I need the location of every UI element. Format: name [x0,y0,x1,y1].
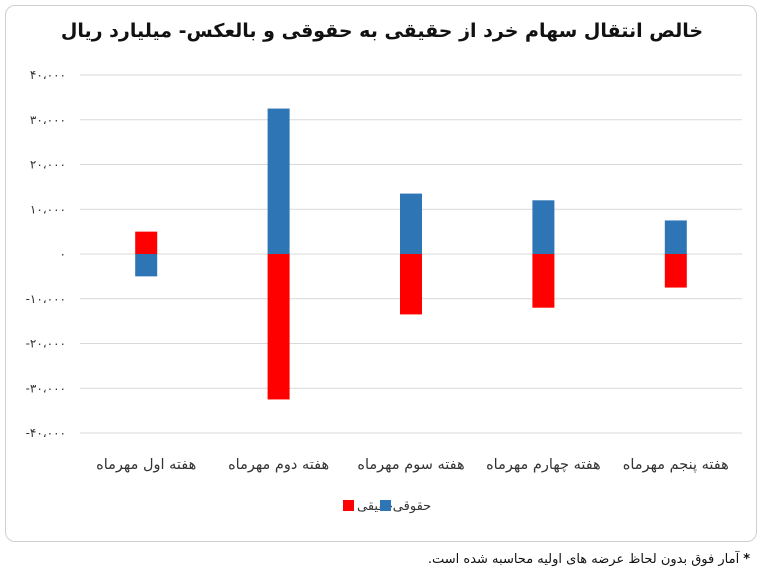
footnote-text: آمار فوق بدون لحاظ عرضه های اولیه محاسبه… [427,552,740,567]
bar [267,108,290,254]
bar [400,193,422,254]
y-tick-label: ۳۰،۰۰۰ [30,113,66,127]
bar [267,254,290,400]
x-category-label: هفته اول مهرماه [96,457,196,473]
x-category-label: هفته چهارم مهرماه [486,457,601,473]
footnote-star: * [743,552,750,567]
y-tick-label: ۲۰،۰۰۰ [30,158,66,172]
legend-swatch [343,500,354,511]
y-tick-label: ۰ [60,247,66,261]
bar [532,200,555,254]
y-tick-label: -۱۰،۰۰۰ [26,292,66,306]
y-tick-label: -۲۰،۰۰۰ [26,337,66,351]
bar [664,220,687,254]
chart-title: خالص انتقال سهام خرد از حقیقی به حقوقی و… [60,20,704,42]
y-tick-label: -۳۰،۰۰۰ [26,381,66,395]
legend-label: حقوقی [393,499,431,514]
y-tick-label: ۴۰،۰۰۰ [30,68,66,82]
legend-swatch [380,500,391,511]
y-tick-label: ۱۰،۰۰۰ [30,202,66,216]
bar [532,254,555,308]
bar [135,231,158,254]
bar [400,254,422,315]
x-category-label: هفته سوم مهرماه [357,457,464,473]
chart-card [5,5,757,542]
bar [135,254,158,277]
footnote: *آمار فوق بدون لحاظ عرضه های اولیه محاسب… [428,552,750,567]
x-category-label: هفته پنجم مهرماه [623,457,729,473]
bar [664,254,687,288]
x-category-label: هفته دوم مهرماه [228,457,329,473]
y-tick-label: -۴۰،۰۰۰ [26,426,66,440]
